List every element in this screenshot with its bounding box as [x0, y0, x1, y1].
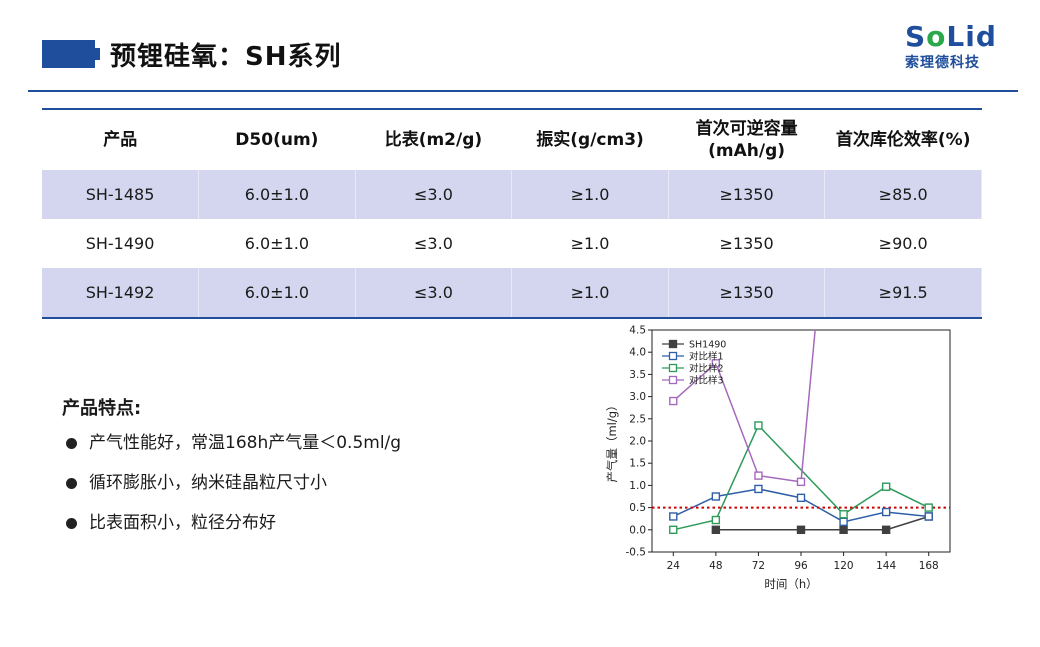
cell-d50: 6.0±1.0	[198, 268, 356, 319]
legend-label: 对比样2	[689, 363, 724, 375]
y-tick-label: 3.5	[629, 369, 646, 381]
legend-label: 对比样1	[689, 351, 724, 363]
data-point	[796, 477, 806, 487]
company-logo: SoLid 索理德科技	[905, 22, 1005, 78]
col-header-efficiency: 首次库伦效率(%)	[824, 108, 982, 170]
series-line	[673, 424, 930, 531]
cell-capacity: ≥1350	[668, 268, 826, 319]
spec-table: 产品 D50(um) 比表(m2/g) 振实(g/cm3) 首次可逆容量 (mAh…	[42, 108, 982, 319]
data-point	[924, 512, 933, 521]
feature-text: 循环膨胀小，纳米硅晶粒尺寸小	[89, 473, 327, 493]
features-list: 产气性能好，常温168h产气量＜0.5ml/g 循环膨胀小，纳米硅晶粒尺寸小 比…	[62, 430, 401, 550]
data-point	[924, 503, 933, 512]
cell-surface-area: ≤3.0	[355, 268, 513, 319]
cell-surface-area: ≤3.0	[355, 170, 513, 219]
bullet-icon	[66, 478, 77, 489]
cell-efficiency: ≥85.0	[824, 170, 982, 219]
feature-text: 产气性能好，常温168h产气量＜0.5ml/g	[89, 433, 402, 453]
x-axis-label: 时间（h）	[764, 577, 817, 591]
cell-tap-density: ≥1.0	[511, 268, 669, 319]
data-point	[669, 396, 678, 406]
data-point	[711, 492, 721, 501]
cell-tap-density: ≥1.0	[511, 219, 669, 268]
header-divider	[28, 90, 1018, 92]
x-tick-label: 96	[794, 560, 808, 572]
cell-d50: 6.0±1.0	[198, 170, 356, 219]
data-point	[711, 525, 721, 535]
data-point	[796, 493, 806, 503]
legend-marker	[668, 363, 678, 373]
y-tick-label: -0.5	[626, 547, 647, 559]
series-line	[715, 515, 929, 531]
y-tick-label: 1.0	[629, 480, 646, 492]
data-point	[839, 517, 848, 527]
y-tick-label: 0.5	[629, 502, 646, 514]
col-header-capacity: 首次可逆容量 (mAh/g)	[668, 108, 825, 170]
y-tick-label: 1.5	[629, 458, 646, 470]
cell-capacity: ≥1350	[668, 219, 826, 268]
data-point	[754, 471, 763, 480]
title-accent-bar	[42, 40, 100, 68]
table-row: SH-1492 6.0±1.0 ≤3.0 ≥1.0 ≥1350 ≥91.5	[42, 268, 982, 319]
cell-surface-area: ≤3.0	[355, 219, 513, 268]
data-point	[754, 484, 763, 494]
data-point	[839, 510, 848, 519]
data-point	[711, 515, 721, 525]
cell-efficiency: ≥91.5	[824, 268, 982, 319]
features-title: 产品特点:	[62, 398, 142, 419]
list-item: 循环膨胀小，纳米硅晶粒尺寸小	[62, 470, 401, 510]
data-point	[839, 525, 848, 535]
data-point	[881, 482, 891, 491]
list-item: 比表面积小，粒径分布好	[62, 510, 401, 550]
page-title: 预锂硅氧：SH系列	[110, 42, 342, 72]
data-point	[669, 525, 678, 535]
x-tick-label: 48	[709, 560, 722, 572]
col-header-product: 产品	[42, 108, 199, 170]
table-header-row: 产品 D50(um) 比表(m2/g) 振实(g/cm3) 首次可逆容量 (mAh…	[42, 108, 982, 170]
y-tick-label: 4.5	[629, 325, 646, 337]
legend-label: 对比样3	[689, 375, 724, 387]
legend-marker	[668, 351, 678, 361]
list-item: 产气性能好，常温168h产气量＜0.5ml/g	[62, 430, 401, 470]
col-header-tap-density: 振实(g/cm3)	[511, 108, 669, 170]
data-point	[796, 525, 806, 535]
bullet-icon	[66, 518, 77, 529]
bullet-icon	[66, 438, 77, 449]
logo-chinese-name: 索理德科技	[905, 55, 980, 71]
y-tick-label: 0.0	[629, 524, 646, 536]
x-tick-label: 72	[752, 560, 765, 572]
y-tick-label: 4.0	[629, 347, 646, 359]
cell-tap-density: ≥1.0	[511, 170, 669, 219]
cell-product: SH-1485	[42, 170, 200, 219]
data-point	[881, 507, 891, 517]
x-tick-label: 168	[919, 560, 939, 572]
logo-mark: SoLid	[905, 20, 997, 53]
x-tick-label: 24	[667, 560, 681, 572]
col-header-surface-area: 比表(m2/g)	[355, 108, 512, 170]
y-tick-label: 2.0	[629, 436, 646, 448]
cell-product: SH-1492	[42, 268, 200, 319]
y-axis-label: 产气量（ml/g）	[605, 399, 619, 482]
cell-capacity: ≥1350	[668, 170, 826, 219]
x-tick-label: 144	[876, 560, 896, 572]
data-point	[881, 525, 891, 535]
data-point	[711, 359, 721, 368]
y-tick-label: 2.5	[629, 413, 646, 425]
x-tick-label: 120	[834, 560, 854, 572]
table-row: SH-1490 6.0±1.0 ≤3.0 ≥1.0 ≥1350 ≥90.0	[42, 219, 982, 268]
table-row: SH-1485 6.0±1.0 ≤3.0 ≥1.0 ≥1350 ≥85.0	[42, 170, 982, 219]
legend-label: SH1490	[689, 340, 726, 351]
legend-marker	[668, 375, 678, 385]
data-point	[754, 421, 763, 430]
cell-product: SH-1490	[42, 219, 200, 268]
gas-production-chart: -0.5 0.0 0.5 1.0 1.5 2.0 2.5 3.0 3.5 4.0 4.5 24 48 72…	[605, 325, 951, 591]
y-tick-label: 3.0	[629, 391, 646, 403]
cell-efficiency: ≥90.0	[824, 219, 982, 268]
feature-text: 比表面积小，粒径分布好	[89, 513, 276, 533]
data-point	[669, 512, 678, 521]
legend-marker	[668, 339, 678, 349]
col-header-d50: D50(um)	[198, 108, 356, 170]
cell-d50: 6.0±1.0	[198, 219, 356, 268]
